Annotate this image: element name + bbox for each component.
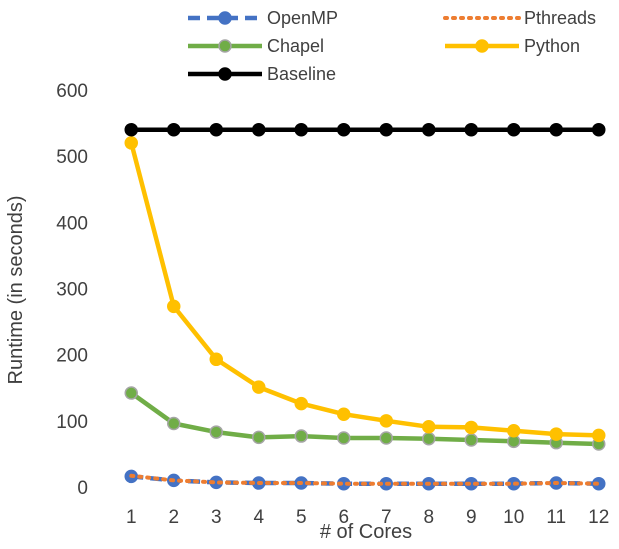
y-tick-label: 300 [56,280,88,301]
data-point [209,425,223,439]
data-point [422,122,436,137]
x-tick-label: 7 [381,507,392,528]
data-point [337,122,351,137]
legend-label: Python [524,36,580,56]
x-tick-label: 12 [588,507,609,528]
legend-marker [218,11,232,25]
y-tick-label: 0 [77,478,88,499]
data-point [124,136,138,150]
y-axis: 0 100 200 300 400 500 600 [56,81,88,499]
data-point [167,122,181,137]
x-tick-label: 2 [168,507,179,528]
data-point [294,429,308,443]
x-tick-label: 5 [296,507,307,528]
legend-marker [218,39,232,53]
legend: OpenMP Pthreads Chapel Python Baseline [188,8,596,84]
x-tick-label: 1 [126,507,137,528]
data-point [422,420,436,434]
series-line-chapel [129,391,599,447]
data-point [549,427,563,441]
data-point [209,122,223,137]
y-tick-label: 100 [56,412,88,433]
series-line-python [129,142,599,438]
data-point [252,430,266,445]
data-point [592,122,606,137]
data-point [379,414,393,428]
series-layer [124,122,606,491]
x-tick-label: 9 [466,507,477,528]
data-point [592,428,606,443]
legend-marker [475,39,489,53]
y-tick-label: 400 [56,213,88,234]
data-point [294,122,308,137]
y-axis-title: Runtime (in seconds) [5,196,27,385]
data-point [124,122,138,137]
x-tick-label: 11 [546,507,566,528]
legend-item-baseline: Baseline [188,64,336,84]
data-point [124,386,138,400]
data-point [379,122,393,137]
x-axis-title: # of Cores [320,521,412,543]
series-chapel [124,386,606,451]
data-point [294,396,308,411]
y-tick-label: 500 [56,147,88,168]
legend-item-openmp: OpenMP [188,8,338,28]
legend-item-python: Python [445,36,580,56]
legend-label: Chapel [267,36,324,56]
data-point [464,420,478,435]
x-tick-label: 3 [211,507,222,528]
y-tick-label: 200 [56,346,88,367]
legend-label: Baseline [267,64,336,84]
data-point [464,433,478,447]
x-axis: 1 2 3 4 5 6 7 8 9 10 11 12 [126,507,609,528]
legend-label: Pthreads [524,8,596,28]
legend-item-pthreads: Pthreads [443,8,596,28]
legend-marker [218,67,232,81]
series-python [124,136,606,443]
data-point [422,431,436,446]
y-tick-label: 600 [56,81,88,102]
data-point [252,380,266,394]
data-point [337,431,351,445]
data-point [167,416,181,431]
data-point [507,122,521,137]
x-tick-label: 6 [338,507,349,528]
legend-label: OpenMP [267,8,338,28]
series-line-pthreads [129,473,601,486]
data-point [167,299,181,314]
series-baseline [124,122,606,137]
data-point [337,407,351,421]
data-point [209,352,223,367]
data-point [252,122,266,137]
x-tick-label: 4 [253,507,264,528]
x-tick-label: 10 [503,507,524,528]
data-point [549,122,563,137]
x-tick-label: 8 [423,507,434,528]
legend-item-chapel: Chapel [188,36,324,56]
data-point [507,424,521,438]
data-point [464,122,478,137]
data-point [379,431,393,445]
series-pthreads [129,473,601,486]
